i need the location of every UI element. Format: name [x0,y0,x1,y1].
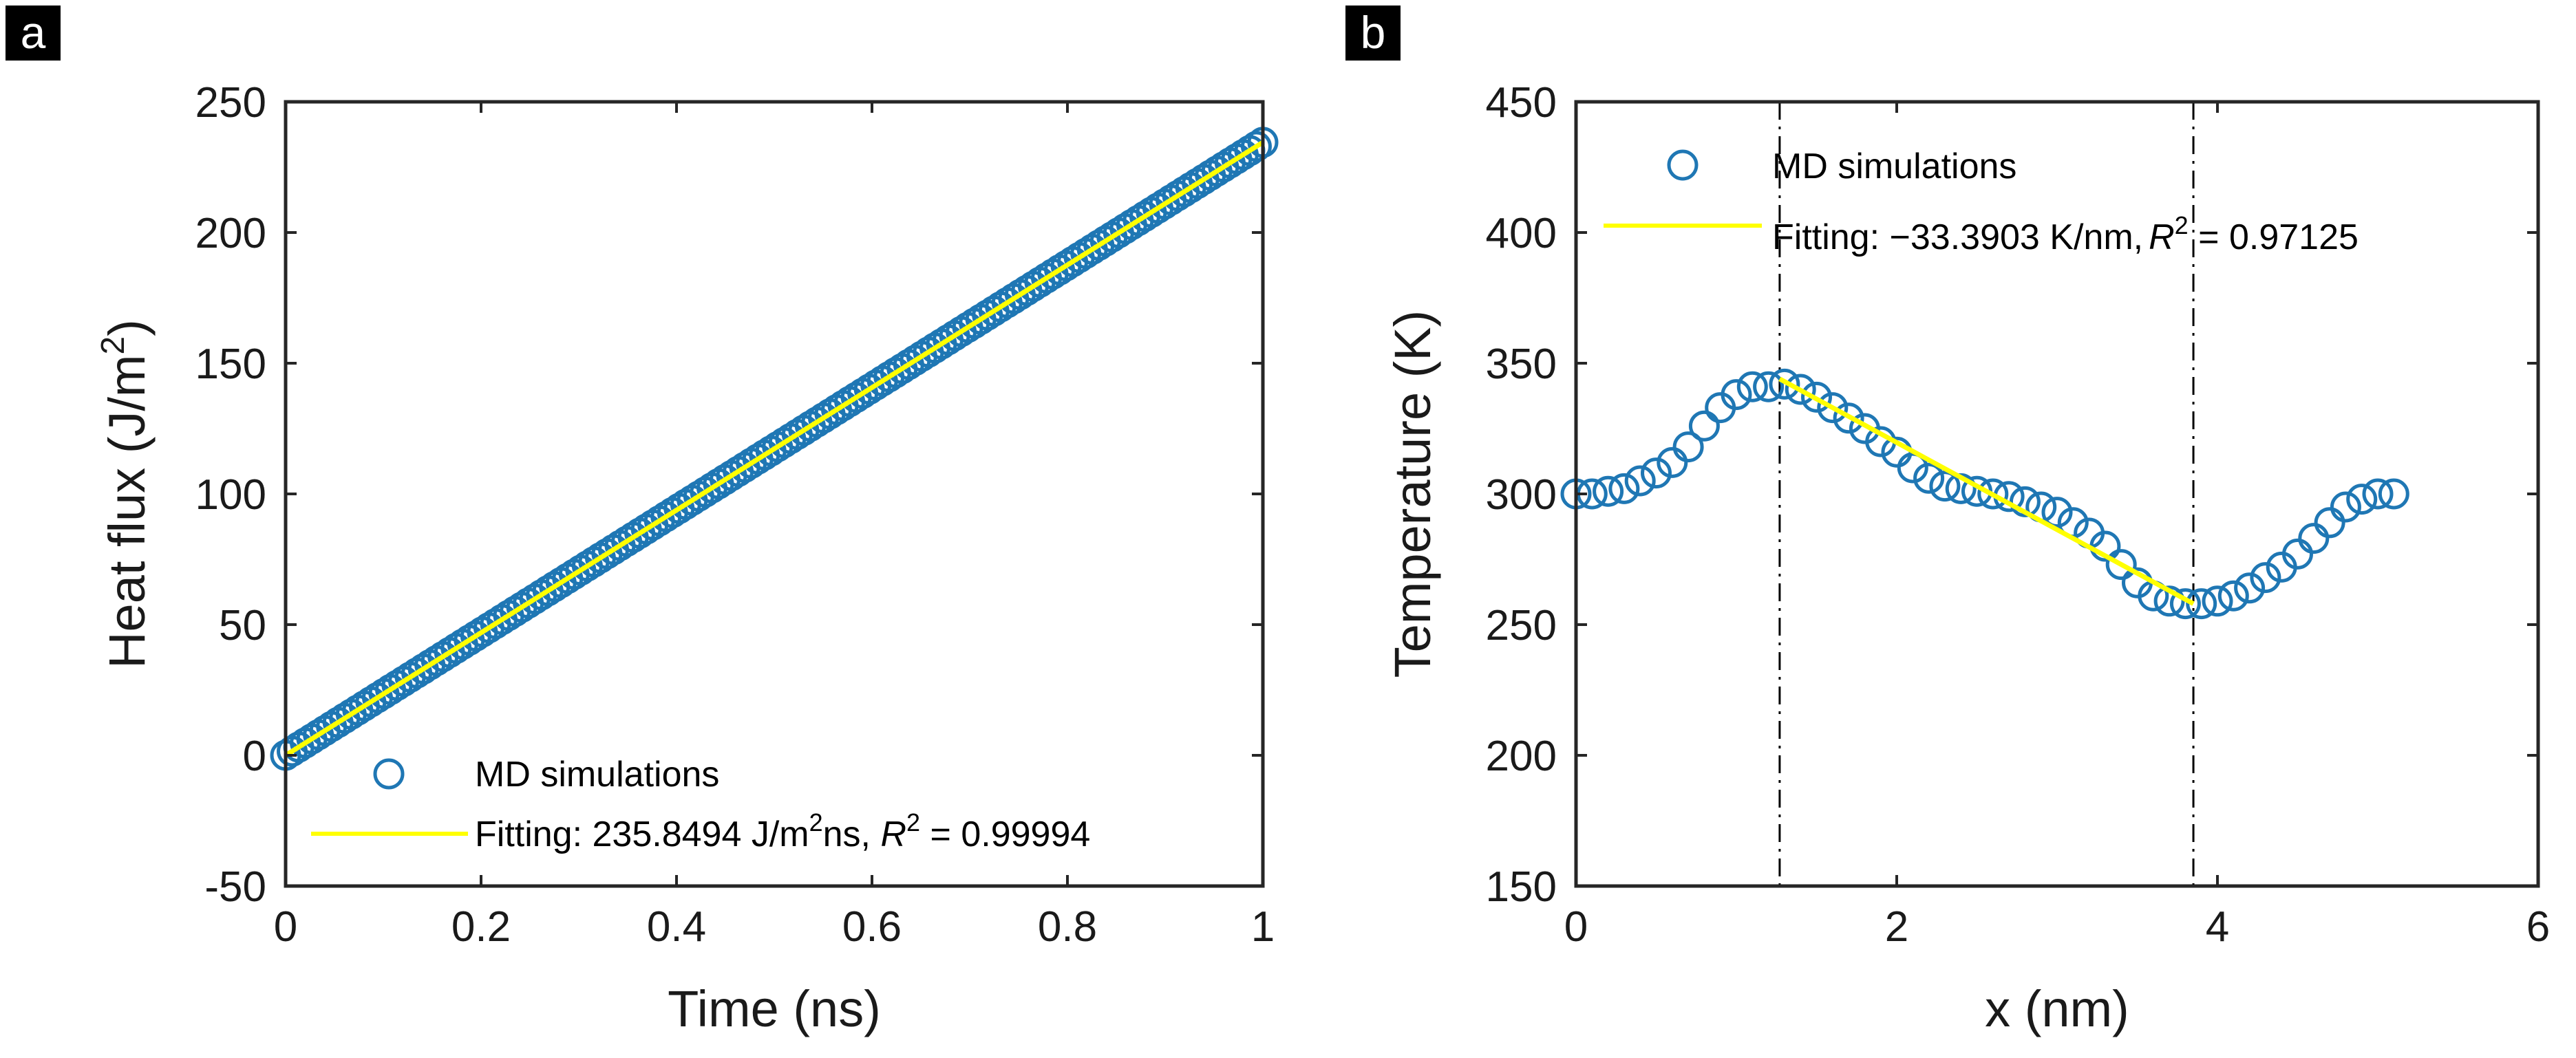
data-point [2041,497,2073,528]
data-point [2234,572,2266,604]
panel-a-legend-md: MD simulations [475,755,719,795]
panel-a-legend: MD simulations Fitting: 235.8494 J/m2ns,… [311,755,1090,854]
data-point [2378,478,2409,510]
x-tick-label: 6 [2526,903,2550,951]
panel-a-legend-fit: Fitting: 235.8494 J/m2ns, R2 = 0.99994 [475,808,1090,854]
panel-b-legend-marker [1667,149,1699,181]
panel-b-ylabel: Temperature (K) [1384,310,1441,678]
panel-b-marks [1560,368,2409,620]
x-tick-label: 2 [1885,903,1908,951]
data-point [1624,465,1656,497]
data-point [2362,478,2394,510]
data-point [1929,471,1961,502]
x-tick-label: 1 [1251,903,1275,951]
panel-b-fit-line [1778,376,2195,606]
y-tick-label: 450 [1486,79,1557,127]
data-point [1641,457,1672,489]
data-point [1977,478,2009,510]
panel-b-legend-fit: Fitting: −33.3903 K/nm, R2 = 0.97125 [1772,211,2359,257]
data-point [2105,549,2137,581]
data-point [2217,580,2249,612]
y-tick-label: 350 [1486,341,1557,388]
panel-b-legend-md: MD simulations [1772,147,2016,186]
data-point [1688,410,1720,442]
panel-b-label: b [1361,7,1386,58]
data-point [1608,473,1640,504]
data-point [1913,462,1945,494]
data-point [1769,368,1800,400]
data-point [1593,475,1624,507]
x-tick-label: 0 [1564,903,1588,951]
x-tick-label: 0.2 [451,903,511,951]
data-point [1657,446,1688,478]
y-tick-label: 0 [243,733,266,780]
data-point [1785,374,1816,405]
panel-a-label: a [21,7,46,58]
panel-b-legend: MD simulations Fitting: −33.3903 K/nm, R2… [1604,147,2359,257]
panel-a-badge [6,6,61,61]
data-point [2346,484,2378,515]
x-tick-label: 0.6 [842,903,902,951]
x-tick-label: 0.4 [647,903,706,951]
data-point [2169,588,2201,620]
data-point [1817,392,1849,424]
y-tick-label: 400 [1486,210,1557,257]
data-point [2250,562,2281,594]
data-point [1753,371,1785,402]
y-tick-label: 100 [195,471,266,519]
data-point [1801,381,1832,413]
data-point [2009,486,2041,517]
panel-b-ticks: 0 2 4 6 150 200 250 300 350 400 450 [1486,79,2551,951]
data-point [2330,491,2361,523]
y-tick-label: 150 [1486,863,1557,911]
data-point [1721,379,1752,411]
data-point [1897,452,1928,484]
panel-b-xlabel: x (nm) [1985,980,2129,1037]
panel-b-badge [1345,6,1401,61]
data-point [2298,523,2330,554]
y-tick-label: 300 [1486,471,1557,519]
data-point [2153,585,2185,617]
data-point [2282,538,2313,570]
panel-a-fit-line [284,140,1264,757]
data-point [2202,585,2233,617]
data-point [2314,507,2345,539]
y-tick-label: 250 [1486,602,1557,649]
x-tick-label: 0.8 [1038,903,1097,951]
data-point [2186,588,2217,620]
panel-a-xlabel: Time (ns) [668,980,881,1037]
data-point [1240,131,1272,162]
data-point [1672,431,1704,463]
y-tick-label: 200 [195,210,266,257]
panel-a-marks [270,127,1279,771]
panel-b: b 0 2 4 6 150 200 250 300 350 400 450 x (nm) Tempe… [1345,6,2550,1037]
y-tick-label: 200 [1486,733,1557,780]
y-tick-label: 150 [195,341,266,388]
data-point [1736,371,1768,402]
data-point [1833,402,1864,434]
y-tick-label: 50 [219,602,266,649]
y-tick-label: 250 [195,79,266,127]
panel-a-ylabel: Heat flux (J/m2) [95,319,156,669]
x-tick-label: 0 [274,903,297,951]
x-tick-label: 4 [2206,903,2229,951]
panel-a-legend-marker [373,758,405,790]
y-tick-label: -50 [204,863,266,911]
panel-b-guide-lines [1778,102,2195,886]
